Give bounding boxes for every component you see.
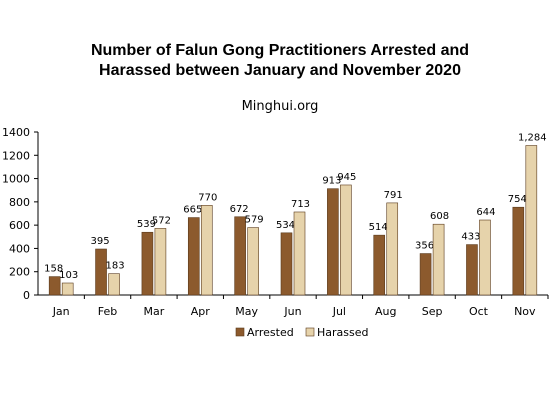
data-label-harassed: 770 (198, 192, 217, 203)
data-label-harassed: 791 (384, 190, 403, 201)
bar-harassed (200, 205, 213, 296)
y-tick-label: 200 (9, 266, 30, 279)
y-tick-label: 1400 (2, 126, 30, 139)
x-tick-label: Jan (52, 305, 70, 318)
bar-harassed (154, 228, 167, 296)
data-label-arrested: 514 (369, 222, 388, 233)
bar-harassed (247, 227, 259, 296)
data-label-harassed: 572 (152, 215, 171, 226)
y-tick-label: 0 (23, 289, 30, 302)
data-label-arrested: 356 (415, 241, 434, 252)
y-tick-label: 400 (9, 242, 30, 255)
legend-swatch-arrested (235, 327, 245, 337)
data-label-arrested: 754 (508, 194, 527, 205)
data-label-harassed: 945 (337, 172, 356, 183)
bar-arrested (419, 253, 432, 296)
bar-arrested (141, 231, 154, 296)
bar-harassed (525, 145, 538, 296)
y-tick-label: 1200 (2, 149, 30, 162)
chart-subtitle: Minghui.org (241, 99, 319, 114)
x-tick-label: Aug (375, 305, 396, 318)
legend-label-harassed: Harassed (317, 326, 369, 339)
data-label-arrested: 395 (90, 236, 109, 247)
bar-harassed (293, 211, 306, 296)
bar-harassed (479, 219, 491, 296)
bar-harassed (340, 184, 352, 296)
bar-harassed (432, 223, 445, 296)
bar-arrested (327, 188, 339, 296)
bar-harassed (386, 202, 399, 296)
data-label-harassed: 183 (105, 261, 124, 272)
data-label-arrested: 672 (230, 204, 249, 215)
x-tick-label: Oct (469, 305, 489, 318)
y-tick-label: 1000 (2, 173, 30, 186)
data-label-arrested: 158 (44, 264, 63, 275)
bar-arrested (512, 206, 525, 296)
bar-arrested (373, 234, 386, 296)
bar-arrested (466, 244, 478, 296)
x-tick-label: Sep (422, 305, 443, 318)
data-label-arrested: 539 (137, 219, 156, 230)
data-label-arrested: 433 (461, 232, 480, 243)
y-tick-label: 800 (9, 196, 30, 209)
bar-arrested (234, 216, 246, 296)
legend-label-arrested: Arrested (247, 326, 294, 339)
data-label-harassed: 1,284 (518, 133, 547, 144)
data-label-harassed: 713 (291, 199, 310, 210)
x-tick-label: Mar (144, 305, 165, 318)
x-tick-label: Jun (283, 305, 301, 318)
data-label-harassed: 579 (245, 215, 264, 226)
data-label-harassed: 608 (430, 211, 449, 222)
x-tick-label: Apr (191, 305, 211, 318)
bar-arrested (48, 276, 61, 296)
bar-harassed (108, 273, 120, 296)
y-tick-label: 600 (9, 219, 30, 232)
data-label-arrested: 665 (183, 205, 202, 216)
data-label-harassed: 644 (476, 207, 495, 218)
bar-arrested (187, 217, 200, 296)
data-label-arrested: 534 (276, 220, 295, 231)
chart-title-line-1: Number of Falun Gong Practitioners Arres… (90, 42, 470, 59)
bar-harassed (61, 282, 74, 296)
bar-arrested (95, 248, 107, 296)
chart-title-line-2: Harassed between January and November 20… (99, 62, 461, 79)
legend-swatch-harassed (305, 327, 315, 337)
bar-arrested (280, 232, 293, 296)
x-tick-label: Nov (514, 305, 536, 318)
x-tick-label: May (235, 305, 258, 318)
x-tick-label: Feb (98, 305, 117, 318)
data-label-harassed: 103 (59, 270, 78, 281)
x-tick-label: Jul (332, 305, 346, 318)
data-label-arrested: 913 (322, 176, 341, 187)
